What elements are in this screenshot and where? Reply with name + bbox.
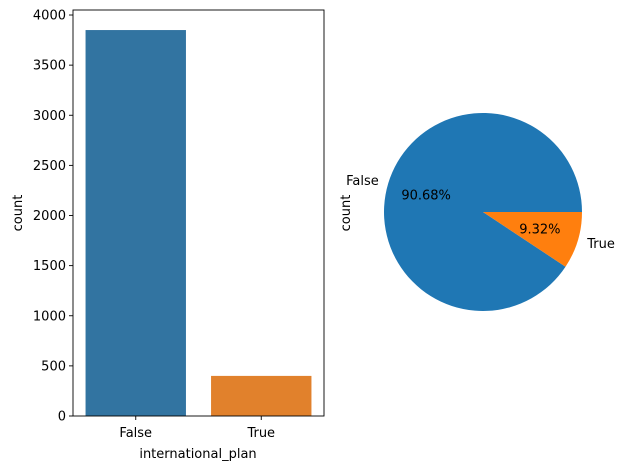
y-tick-label: 0 (58, 410, 66, 425)
y-tick-label: 4000 (33, 9, 66, 24)
bar-false (85, 30, 186, 417)
pie-y-axis-label: count (339, 195, 354, 232)
bar-y-ticks: 0 500 1000 1500 2000 2500 3000 3500 4000 (33, 9, 73, 425)
bar-x-axis-label: international_plan (139, 447, 256, 462)
bar-axes-frame (72, 9, 325, 417)
y-tick-label: 2000 (33, 209, 66, 224)
pie-slices (384, 113, 582, 312)
x-tick-label: False (119, 426, 152, 441)
y-tick-label: 2500 (33, 159, 66, 174)
y-tick-label: 3000 (33, 109, 66, 124)
pie-labels: False 90.68% True 9.32% (346, 174, 615, 252)
x-tick-label: True (246, 426, 275, 441)
bar-chart: 0 500 1000 1500 2000 2500 3000 3500 4000 False Tr… (11, 9, 325, 462)
pie-percent-label: 9.32% (519, 223, 560, 238)
pie-chart: False 90.68% True 9.32% count (339, 113, 615, 312)
pie-category-label: False (346, 174, 379, 189)
y-tick-label: 1500 (33, 259, 66, 274)
bar-x-ticks: False True (119, 416, 275, 441)
bar-y-axis-label: count (11, 195, 26, 232)
pie-slice-true (483, 212, 582, 267)
pie-percent-label: 90.68% (401, 188, 451, 203)
bar-true (211, 375, 312, 416)
y-tick-label: 500 (41, 359, 66, 374)
pie-category-label: True (586, 237, 615, 252)
bar-series (85, 30, 312, 417)
y-tick-label: 1000 (33, 309, 66, 324)
y-tick-label: 3500 (33, 59, 66, 74)
